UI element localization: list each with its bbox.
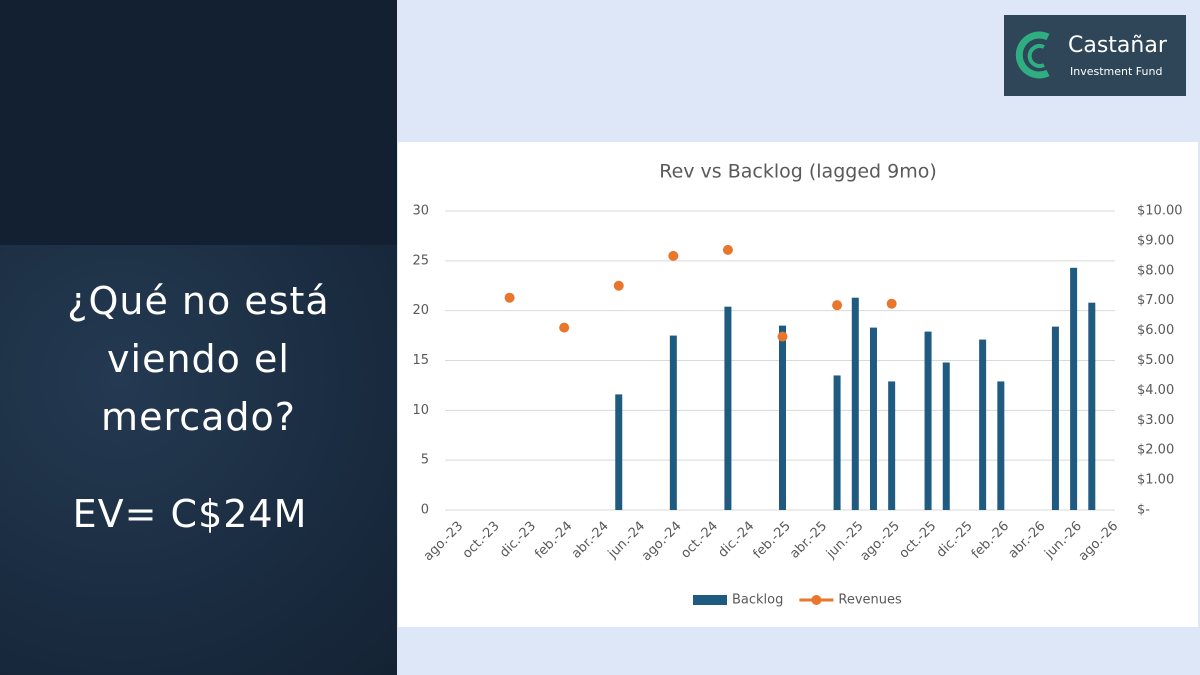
legend-swatch <box>693 595 727 605</box>
logo-icon <box>1015 31 1050 79</box>
x-tick-label: oct.-24 <box>678 519 721 562</box>
point <box>668 250 679 261</box>
point <box>613 280 624 291</box>
bar <box>851 297 859 510</box>
y-tick-label: 20 <box>412 303 429 318</box>
y-tick-label: 25 <box>412 253 429 268</box>
y-tick-label: 0 <box>421 503 429 518</box>
y2-tick-label: $5.00 <box>1137 353 1174 368</box>
heading: ¿Qué no está viendo el mercado? <box>67 279 330 439</box>
bar <box>833 375 841 510</box>
bar <box>1088 302 1096 510</box>
legend-label: Revenues <box>838 593 902 608</box>
x-tick-label: dic.-23 <box>497 519 539 561</box>
y2-tick-label: $3.00 <box>1137 413 1174 428</box>
point <box>559 322 570 333</box>
point <box>886 298 897 309</box>
y2-tick-label: $7.00 <box>1137 293 1174 308</box>
y2-tick-label: $9.00 <box>1137 233 1174 248</box>
y2-tick-label: $10.00 <box>1137 204 1183 219</box>
left-panel: ¿Qué no está viendo el mercado? EV= C$24… <box>0 0 397 675</box>
bar <box>1051 326 1059 510</box>
logo-name: Castañar <box>1068 33 1167 58</box>
x-tick-label: abr.-26 <box>1006 519 1049 562</box>
x-tick-label: abr.-24 <box>569 519 612 562</box>
x-tick-label: oct.-23 <box>460 519 503 562</box>
x-tick-label: feb.-26 <box>969 519 1012 562</box>
y2-tick-label: $6.00 <box>1137 323 1174 338</box>
x-tick-label: feb.-25 <box>751 519 794 562</box>
x-tick-label: oct.-25 <box>897 519 940 562</box>
point <box>722 244 733 255</box>
y-tick-label: 15 <box>412 353 429 368</box>
bar <box>924 331 932 510</box>
bar <box>979 339 987 510</box>
y2-tick-label: $1.00 <box>1137 473 1174 488</box>
logo-subtitle: Investment Fund <box>1070 65 1163 78</box>
x-tick-label: abr.-25 <box>787 519 830 562</box>
x-tick-label: feb.-24 <box>532 519 575 562</box>
x-tick-label: dic.-25 <box>934 519 976 561</box>
x-tick-label: ago.-25 <box>857 519 902 564</box>
y-tick-label: 30 <box>412 204 429 219</box>
bar <box>779 325 786 510</box>
bar <box>869 327 877 510</box>
bar <box>942 362 950 510</box>
bar <box>997 381 1005 510</box>
y-tick-label: 10 <box>412 403 429 418</box>
bar <box>669 335 677 510</box>
x-tick-label: dic.-24 <box>715 519 757 561</box>
bar <box>888 381 896 510</box>
bar <box>724 306 732 510</box>
panel-band <box>0 0 397 245</box>
y2-tick-label: $8.00 <box>1137 263 1174 278</box>
x-tick-label: ago.-26 <box>1076 519 1121 564</box>
legend-swatch <box>811 595 822 605</box>
point <box>777 331 788 342</box>
logo-c-inner <box>1027 44 1045 68</box>
legend-label: Backlog <box>732 593 783 608</box>
logo: Castañar Investment Fund <box>1004 15 1186 96</box>
y2-tick-label: $- <box>1137 503 1150 518</box>
ev-text: EV= C$24M <box>72 492 308 536</box>
bar <box>615 394 623 510</box>
chart-box: Rev vs Backlog (lagged 9mo) 0 5 10 15 20 25 30… <box>398 142 1198 627</box>
chart-title: Rev vs Backlog (lagged 9mo) <box>659 161 937 183</box>
x-tick-label: ago.-23 <box>421 519 466 564</box>
point <box>504 292 515 303</box>
y2-tick-label: $2.00 <box>1137 443 1174 458</box>
y2-tick-label: $4.00 <box>1137 383 1174 398</box>
x-tick-label: ago.-24 <box>639 519 684 564</box>
bar <box>1070 267 1078 510</box>
point <box>832 300 843 311</box>
logo-c <box>1015 31 1050 79</box>
y-tick-label: 5 <box>421 453 429 468</box>
chart: Rev vs Backlog (lagged 9mo) 0 5 10 15 20 25 30… <box>412 161 1183 608</box>
